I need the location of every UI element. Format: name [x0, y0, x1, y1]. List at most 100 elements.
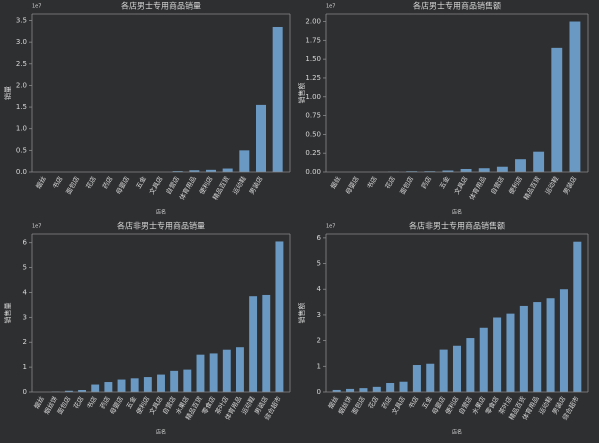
bar — [546, 298, 555, 392]
bar — [256, 104, 266, 172]
bar — [275, 241, 284, 392]
y-tick-label: 0.50 — [305, 130, 321, 138]
x-tick-label: 体育用品 — [467, 175, 488, 202]
bar — [206, 169, 216, 172]
subplot-title: 各店非男士专用商品销量 — [117, 221, 205, 231]
x-tick-label: 便利店 — [197, 174, 215, 196]
bar — [533, 302, 542, 392]
y-tick-label: 3.0 — [16, 38, 27, 46]
offset-text: 1e7 — [326, 224, 335, 230]
x-tick-label: 面包店 — [55, 394, 73, 416]
y-tick-label: 6 — [23, 239, 28, 247]
bar — [332, 389, 341, 392]
x-tick-label: 面包店 — [64, 174, 82, 196]
x-tick-label: 药店 — [419, 174, 434, 190]
x-tick-label: 文具店 — [452, 174, 470, 196]
y-axis-label: 销量 — [3, 86, 12, 100]
y-tick-label: 2.00 — [305, 18, 321, 26]
x-tick-label: 文具店 — [147, 174, 165, 196]
x-tick-label: 书店 — [406, 394, 421, 410]
bar — [183, 369, 192, 392]
bar — [236, 347, 244, 392]
x-tick-label: 精品百货 — [210, 174, 231, 201]
bar — [78, 390, 86, 392]
bar — [515, 159, 526, 172]
bar — [209, 353, 218, 392]
x-tick-label: 母婴店 — [107, 394, 125, 416]
bar — [496, 166, 508, 172]
x-axis-label: 店名 — [156, 429, 166, 436]
bar — [189, 170, 200, 172]
bar — [452, 345, 462, 392]
bar — [346, 388, 355, 392]
bar — [359, 388, 368, 392]
x-axis-label: 店名 — [156, 209, 166, 216]
subplot-title: 各店男士专用商品销量 — [121, 1, 201, 11]
y-tick-label: 2.0 — [16, 81, 27, 89]
y-tick-label: 3 — [23, 313, 27, 321]
x-tick-label: 母婴店 — [343, 174, 361, 196]
subplot-title: 各店非男士专用商品销售额 — [409, 221, 505, 231]
bar — [506, 313, 515, 392]
bar — [569, 21, 581, 173]
bar — [412, 365, 421, 392]
offset-text: 1e7 — [32, 224, 41, 230]
y-tick-label: 2.5 — [16, 60, 27, 68]
x-tick-label: 花店 — [366, 394, 381, 410]
bar — [386, 383, 395, 392]
y-tick-label: 1 — [23, 363, 27, 371]
x-tick-label: 五金 — [134, 174, 149, 190]
y-axis-label: 销售量 — [3, 303, 12, 324]
y-tick-label: 0.25 — [305, 149, 321, 157]
y-tick-label: 1.5 — [16, 103, 27, 111]
offset-text: 1e7 — [326, 4, 335, 10]
y-tick-label: 4 — [23, 288, 28, 296]
y-tick-label: 2 — [23, 338, 27, 346]
x-tick-label: 烟丝 — [328, 174, 343, 190]
bar — [478, 168, 490, 172]
bar — [196, 354, 205, 392]
y-tick-label: 6 — [317, 234, 322, 242]
x-tick-label: 面包店 — [398, 174, 416, 196]
x-tick-label: 面包店 — [349, 394, 367, 416]
x-tick-label: 母婴店 — [114, 174, 132, 196]
y-tick-label: 0 — [23, 388, 27, 396]
y-tick-label: 3 — [317, 311, 321, 319]
x-tick-label: 书店 — [365, 174, 380, 190]
bar — [493, 317, 502, 392]
x-tick-label: 运动鞋 — [543, 174, 561, 196]
bar — [426, 363, 435, 392]
x-tick-label: 烟丝 — [34, 174, 49, 190]
y-tick-label: 2 — [317, 337, 321, 345]
bar — [460, 168, 472, 172]
x-tick-label: 花店 — [84, 174, 99, 190]
y-tick-label: 0.75 — [305, 112, 321, 120]
x-tick-label: 花店 — [383, 174, 398, 190]
x-tick-label: 自营店 — [488, 174, 506, 196]
bar — [519, 305, 528, 392]
x-axis-label: 店名 — [452, 209, 462, 216]
x-tick-label: 运动鞋 — [230, 174, 248, 196]
x-tick-label: 五金 — [437, 174, 452, 190]
y-tick-label: 0.0 — [16, 168, 27, 176]
bar — [117, 379, 126, 392]
bar — [104, 382, 113, 392]
y-tick-label: 1.25 — [305, 74, 321, 82]
y-tick-label: 1.50 — [305, 55, 321, 63]
y-tick-label: 4 — [317, 285, 322, 293]
bar — [533, 151, 545, 172]
y-tick-label: 3.5 — [16, 16, 27, 24]
x-tick-label: 书店 — [84, 394, 99, 410]
x-tick-label: 书店 — [50, 174, 65, 190]
x-tick-label: 精品百货 — [521, 174, 542, 201]
x-tick-label: 男装店 — [561, 174, 579, 196]
bar — [399, 381, 408, 392]
bar — [172, 171, 183, 172]
x-axis-label: 店名 — [452, 429, 462, 436]
y-axis-label: 销售额 — [297, 303, 306, 324]
x-tick-label: 自营店 — [164, 174, 182, 196]
y-tick-label: 1.0 — [16, 125, 27, 133]
bar — [64, 390, 73, 392]
bar — [249, 296, 258, 392]
